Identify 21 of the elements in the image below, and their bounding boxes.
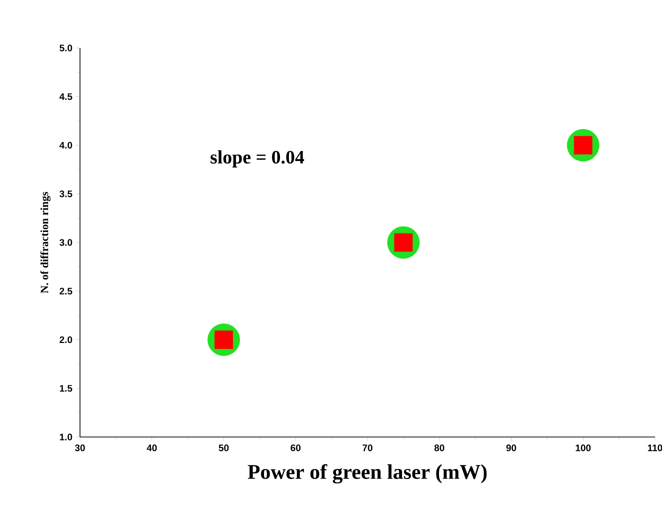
x-tick-label: 50	[218, 444, 229, 452]
x-tick-label: 40	[146, 444, 157, 452]
y-axis-title: N. of diffraction rings	[40, 192, 50, 294]
annotation: slope = 0.04	[210, 150, 304, 168]
y-tick-label: 5.0	[60, 44, 72, 52]
x-axis-title: Power of green laser (mW)	[248, 464, 487, 484]
x-tick-label: 80	[434, 444, 444, 452]
y-tick-label: 3.0	[60, 239, 72, 246]
x-tick-label: 60	[290, 444, 300, 452]
x-tick-label: 100	[576, 444, 591, 452]
x-tick-label: 110	[648, 444, 662, 452]
y-tick-label: 4.0	[59, 142, 72, 149]
x-tick-label: 90	[506, 444, 516, 452]
x-tick-label: 30	[74, 444, 85, 452]
y-tick-label: 2.0	[60, 336, 72, 344]
y-tick-label: 2.5	[60, 288, 72, 294]
y-tick-label: 1.5	[60, 385, 72, 392]
y-tick-label: 3.5	[60, 190, 72, 198]
x-tick-label: 70	[362, 444, 372, 452]
y-tick-label: 1.0	[60, 434, 72, 440]
y-tick-label: 4.5	[59, 93, 72, 100]
